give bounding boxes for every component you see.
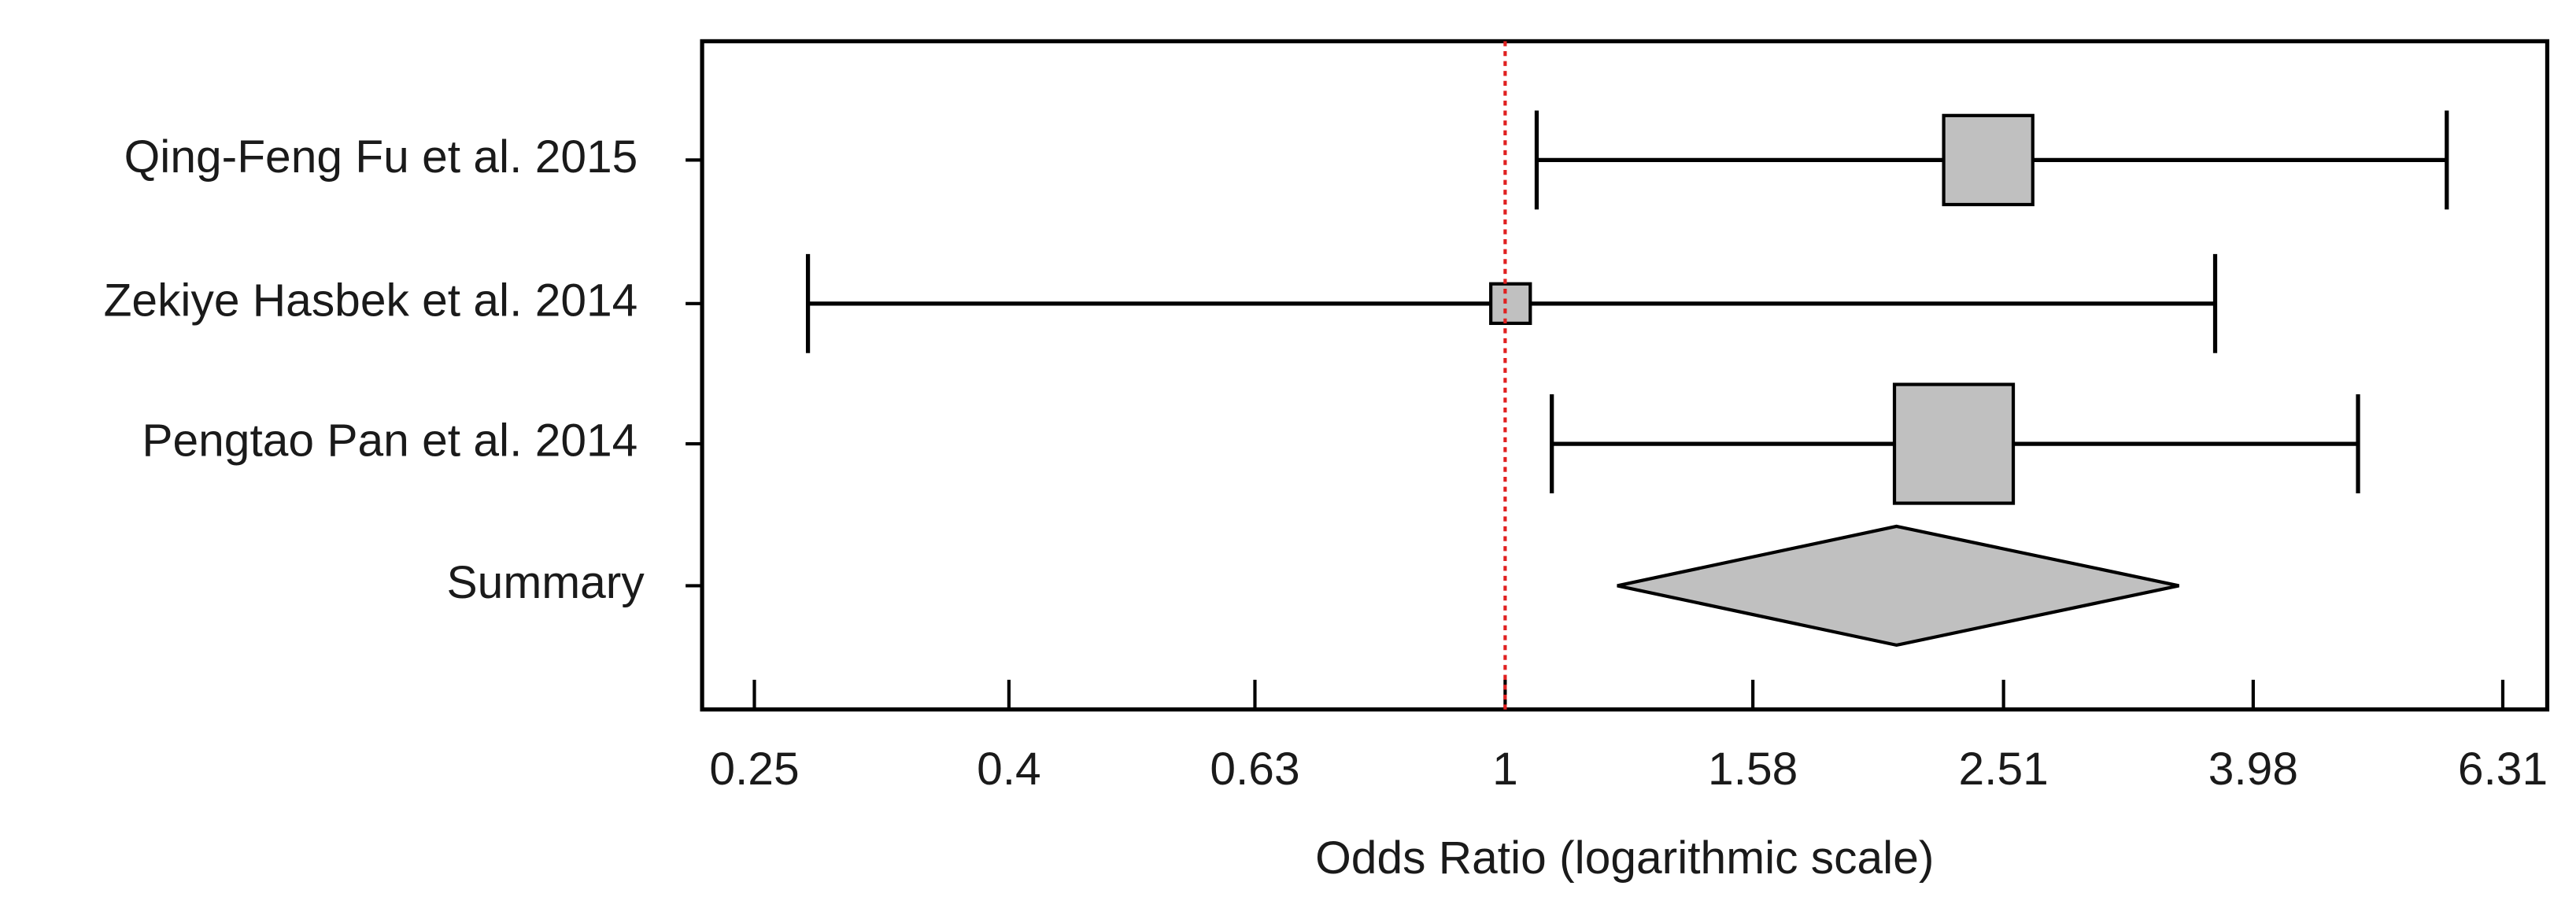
- summary-diamond: [1617, 524, 2179, 648]
- category-label: Qing-Feng Fu et al. 2015: [124, 131, 638, 183]
- x-tick-label: 2.51: [1959, 744, 2049, 795]
- effect-box: [1489, 282, 1532, 326]
- x-tick-label: 1: [1492, 744, 1518, 795]
- category-label: Summary: [447, 557, 645, 608]
- effect-box: [1942, 113, 2035, 207]
- effect-box: [1892, 382, 2016, 505]
- x-axis-title: Odds Ratio (logarithmic scale): [1315, 832, 1934, 884]
- x-tick-label: 6.31: [2458, 744, 2548, 795]
- category-label: Zekiye Hasbek et al. 2014: [104, 275, 638, 326]
- x-tick-label: 0.63: [1210, 744, 1299, 795]
- plot-frame: [700, 39, 2550, 712]
- x-tick-label: 1.58: [1708, 744, 1798, 795]
- x-tick-label: 0.25: [709, 744, 799, 795]
- x-tick-label: 3.98: [2208, 744, 2298, 795]
- category-label: Pengtao Pan et al. 2014: [142, 415, 638, 467]
- x-tick-label: 0.4: [977, 744, 1041, 795]
